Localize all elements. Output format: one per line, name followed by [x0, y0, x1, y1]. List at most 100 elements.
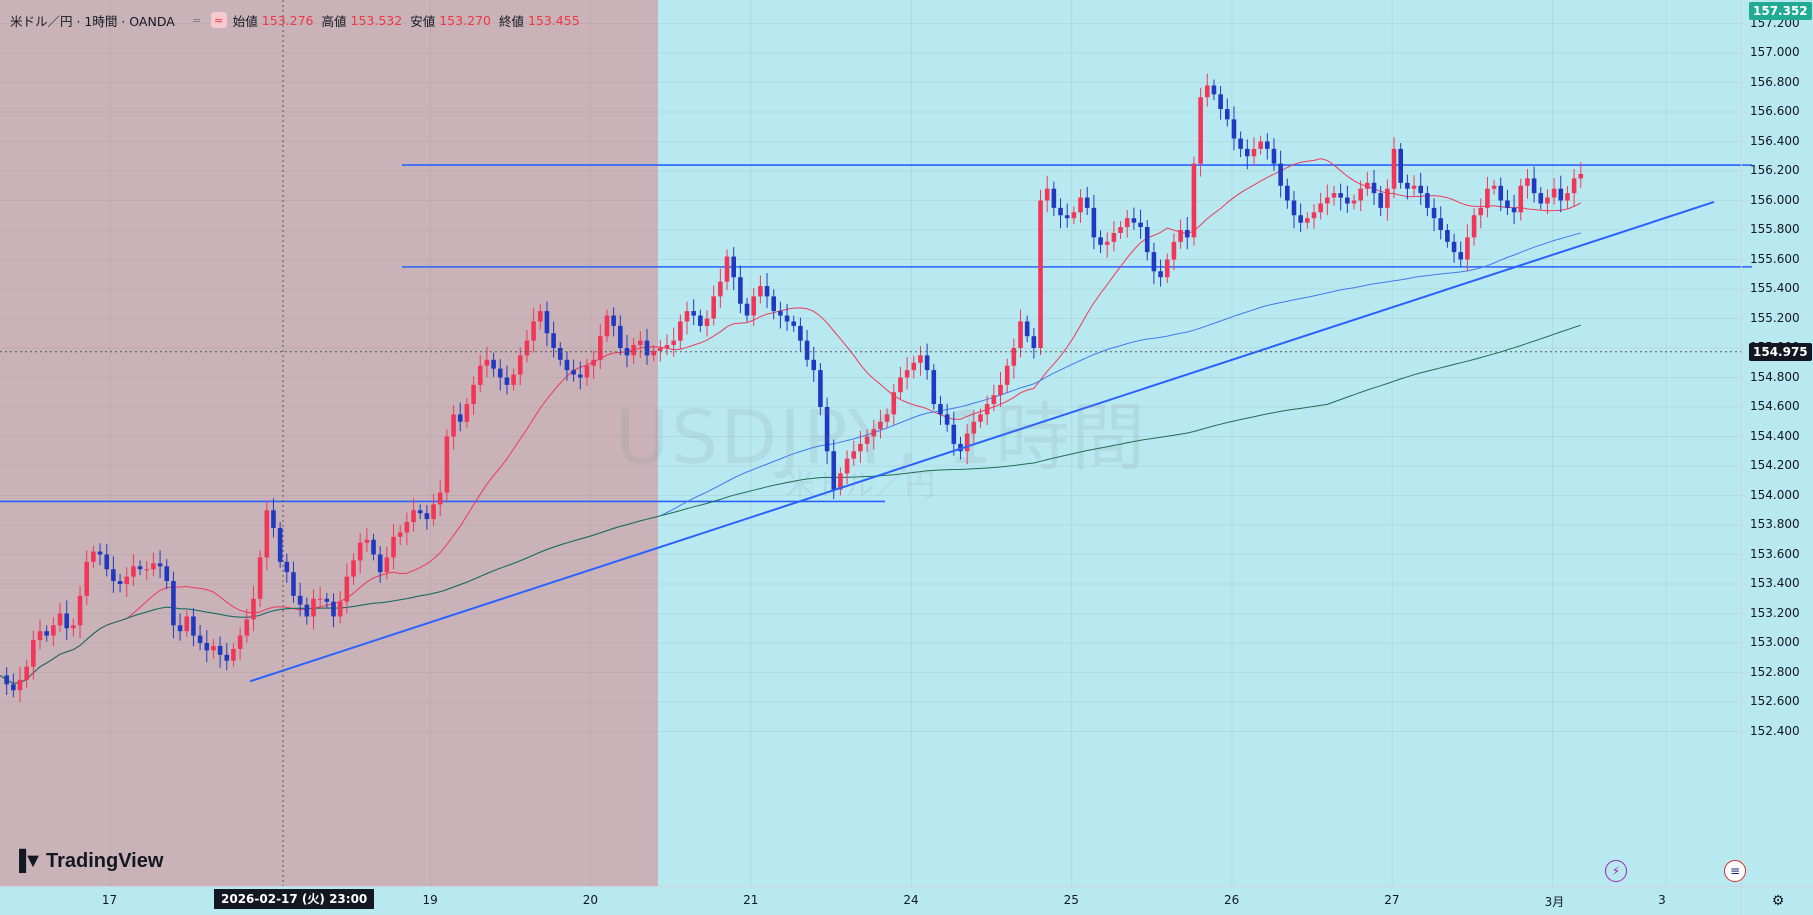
candle-body[interactable] — [584, 365, 590, 378]
candle-body[interactable] — [1391, 148, 1397, 189]
candle-body[interactable] — [918, 355, 923, 363]
candle-body[interactable] — [564, 359, 570, 371]
candle-body[interactable] — [1271, 148, 1277, 164]
candle-body[interactable] — [1178, 230, 1183, 242]
candle-body[interactable] — [1024, 321, 1030, 337]
candle-body[interactable] — [1418, 185, 1424, 194]
candle-body[interactable] — [231, 648, 236, 661]
candle-body[interactable] — [1411, 185, 1417, 189]
candle-body[interactable] — [1531, 178, 1537, 194]
candle-body[interactable] — [477, 365, 483, 385]
candle-body[interactable] — [377, 554, 383, 573]
candle-body[interactable] — [878, 421, 883, 430]
candle-body[interactable] — [1505, 200, 1510, 208]
candle-body[interactable] — [351, 560, 356, 577]
candle-body[interactable] — [1398, 148, 1403, 183]
candle-body[interactable] — [1184, 230, 1190, 238]
candle-body[interactable] — [24, 666, 29, 680]
candle-body[interactable] — [491, 359, 496, 369]
candle-body[interactable] — [424, 513, 430, 520]
candle-body[interactable] — [1044, 188, 1050, 201]
candle-body[interactable] — [504, 377, 510, 385]
candle-body[interactable] — [1004, 365, 1010, 385]
candle-body[interactable] — [904, 370, 910, 378]
candle-body[interactable] — [1051, 188, 1057, 208]
candle-body[interactable] — [1558, 188, 1564, 201]
candle-body[interactable] — [1285, 185, 1290, 201]
symbol-title[interactable]: 米ドル／円 · 1時間 · OANDA — [10, 13, 175, 29]
candle-body[interactable] — [444, 436, 450, 493]
candle-body[interactable] — [764, 286, 770, 297]
candle-body[interactable] — [771, 296, 777, 312]
candle-body[interactable] — [1064, 215, 1070, 219]
compare-wave-icon[interactable]: ≈ — [210, 12, 227, 28]
candle-body[interactable] — [944, 414, 950, 425]
us-flag-icon[interactable]: ≡ — [1724, 860, 1746, 882]
candle-body[interactable] — [511, 374, 516, 385]
candle-body[interactable] — [1291, 200, 1297, 216]
candle-body[interactable] — [271, 510, 276, 528]
candle-body[interactable] — [1365, 182, 1370, 189]
candle-body[interactable] — [211, 645, 216, 651]
candle-body[interactable] — [1485, 188, 1490, 208]
candle-body[interactable] — [784, 315, 790, 322]
candle-body[interactable] — [1538, 193, 1544, 204]
candle-body[interactable] — [864, 436, 870, 444]
candle-body[interactable] — [858, 443, 863, 452]
time-axis[interactable]: 17 19 20 21 24 25 26 27 3月 3 — [0, 886, 1741, 915]
candle-body[interactable] — [1518, 185, 1524, 213]
candle-body[interactable] — [618, 325, 623, 348]
candle-body[interactable] — [71, 625, 76, 629]
candle-body[interactable] — [871, 429, 877, 437]
candle-body[interactable] — [818, 370, 823, 407]
candle-body[interactable] — [1058, 207, 1063, 216]
candle-body[interactable] — [384, 557, 390, 573]
candle-body[interactable] — [497, 368, 503, 378]
candle-body[interactable] — [1571, 178, 1577, 194]
candle-body[interactable] — [1131, 218, 1137, 223]
candle-body[interactable] — [1565, 193, 1570, 201]
candle-body[interactable] — [1371, 182, 1377, 194]
candle-body[interactable] — [131, 566, 136, 577]
candle-body[interactable] — [884, 414, 890, 422]
candle-body[interactable] — [1198, 97, 1203, 164]
candle-body[interactable] — [1151, 252, 1157, 272]
candle-body[interactable] — [851, 451, 857, 459]
candle-body[interactable] — [971, 421, 977, 434]
candle-body[interactable] — [31, 640, 36, 667]
candle-body[interactable] — [151, 563, 156, 570]
candle-body[interactable] — [1211, 85, 1217, 95]
candle-body[interactable] — [177, 625, 183, 632]
candle-body[interactable] — [1358, 188, 1363, 201]
candle-body[interactable] — [97, 551, 103, 555]
candle-body[interactable] — [1071, 212, 1077, 219]
candle-body[interactable] — [691, 311, 696, 316]
candle-body[interactable] — [57, 613, 63, 626]
candle-body[interactable] — [1224, 109, 1230, 120]
candle-body[interactable] — [824, 407, 830, 452]
candle-body[interactable] — [684, 311, 690, 322]
candle-body[interactable] — [64, 613, 69, 629]
candle-body[interactable] — [678, 321, 683, 341]
candle-body[interactable] — [1244, 148, 1250, 157]
candle-body[interactable] — [898, 377, 903, 393]
candle-body[interactable] — [604, 315, 610, 337]
candle-body[interactable] — [224, 654, 230, 661]
price-axis[interactable]: 152.400 152.600 152.800 153.000 153.200 153.4… — [1741, 0, 1813, 886]
candle-body[interactable] — [364, 539, 370, 543]
candle-body[interactable] — [838, 473, 843, 490]
candle-body[interactable] — [1471, 215, 1477, 238]
candle-body[interactable] — [1405, 182, 1410, 189]
candle-body[interactable] — [124, 576, 130, 584]
candle-body[interactable] — [931, 370, 937, 405]
candle-body[interactable] — [718, 281, 723, 297]
candle-body[interactable] — [671, 340, 676, 346]
candle-body[interactable] — [638, 340, 643, 346]
candle-body[interactable] — [1351, 200, 1357, 204]
candle-body[interactable] — [1445, 230, 1450, 242]
candle-body[interactable] — [1498, 185, 1504, 201]
candle-body[interactable] — [1338, 193, 1343, 198]
candle-body[interactable] — [1084, 197, 1090, 208]
candle-body[interactable] — [191, 616, 196, 636]
candle-body[interactable] — [1491, 185, 1497, 189]
